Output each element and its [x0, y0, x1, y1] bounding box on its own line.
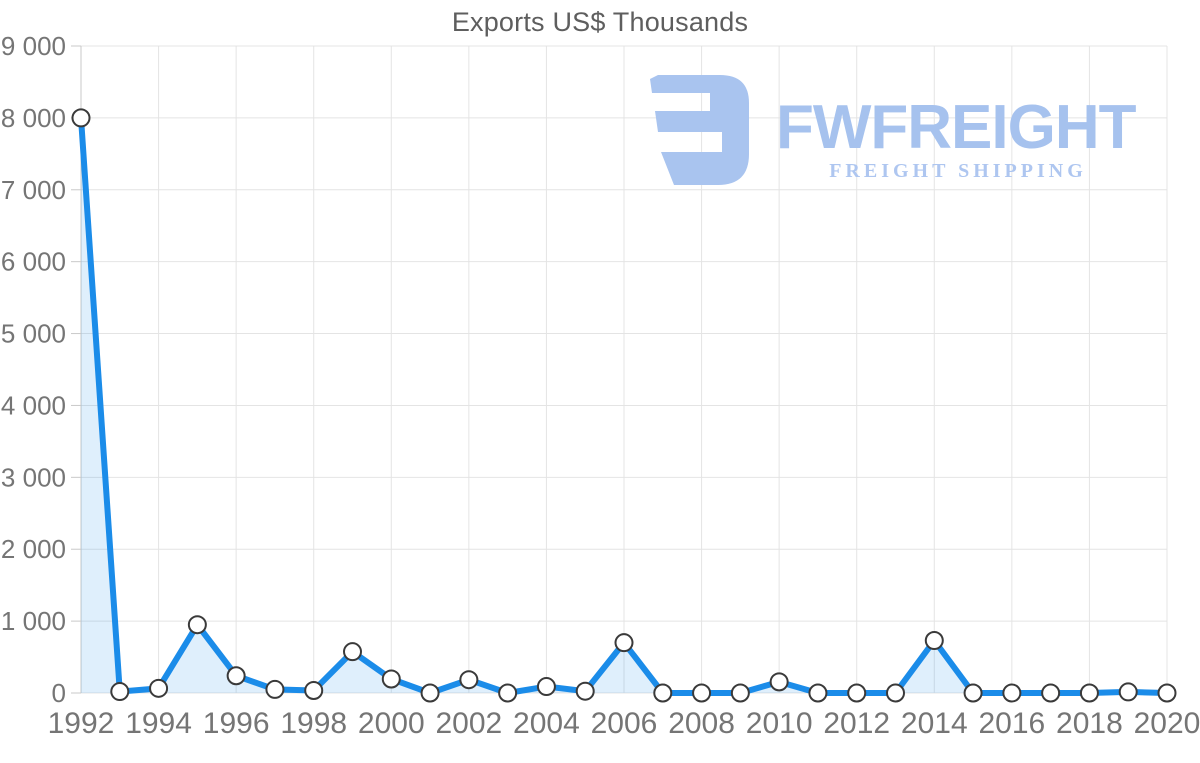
data-point-marker — [1157, 683, 1177, 703]
x-axis-label: 2002 — [435, 707, 502, 740]
x-axis-label: 2018 — [1056, 707, 1123, 740]
x-axis-label: 2008 — [668, 707, 735, 740]
chart-title: Exports US$ Thousands — [451, 7, 749, 37]
data-point-marker — [110, 682, 130, 702]
data-point-marker — [187, 615, 207, 635]
data-point-marker — [847, 683, 867, 703]
x-axis-label: 2004 — [513, 707, 580, 740]
x-axis-label: 2000 — [358, 707, 425, 740]
data-point-marker — [459, 670, 479, 690]
data-point-marker — [71, 108, 91, 128]
y-axis-label: 2 000 — [1, 534, 66, 564]
y-axis-label: 5 000 — [1, 319, 66, 349]
x-axis-label: 2014 — [901, 707, 968, 740]
data-point-marker — [730, 683, 750, 703]
data-point-marker — [886, 683, 905, 703]
data-point-marker — [304, 680, 324, 700]
x-axis-label: 1996 — [203, 707, 270, 740]
data-point-marker — [769, 672, 789, 692]
x-axis-label: 2012 — [823, 707, 890, 740]
data-point-marker — [1041, 683, 1061, 703]
x-axis-label: 2006 — [591, 707, 658, 740]
y-axis-label: 4 000 — [1, 390, 66, 420]
x-axis-label: 2010 — [746, 707, 813, 740]
y-axis-label: 7 000 — [1, 175, 66, 205]
x-axis-label: 2020 — [1134, 707, 1200, 740]
x-axis-label: 1992 — [48, 707, 115, 740]
y-axis-label: 3 000 — [1, 462, 66, 492]
data-point-marker — [149, 678, 169, 698]
data-point-marker — [924, 631, 944, 651]
data-point-marker — [692, 683, 712, 703]
data-point-marker — [498, 683, 518, 703]
data-point-marker — [420, 683, 440, 703]
data-point-marker — [226, 666, 246, 686]
data-point-marker — [1079, 683, 1099, 703]
x-axis-label: 1994 — [125, 707, 192, 740]
data-point-marker — [1002, 683, 1022, 703]
y-axis-label: 1 000 — [1, 606, 66, 636]
y-axis-label: 6 000 — [1, 247, 66, 277]
x-axis-label: 1998 — [280, 707, 347, 740]
data-point-marker — [1118, 682, 1138, 702]
y-axis-label: 8 000 — [1, 103, 66, 133]
data-point-marker — [614, 633, 634, 653]
data-point-marker — [575, 681, 595, 701]
data-point-marker — [653, 683, 673, 703]
x-axis-label: 2016 — [978, 707, 1045, 740]
data-point-marker — [536, 677, 556, 697]
data-point-marker — [808, 683, 828, 703]
y-axis-label: 9 000 — [1, 31, 66, 61]
data-point-marker — [381, 669, 401, 689]
data-point-marker — [963, 683, 983, 703]
data-point-marker — [343, 642, 362, 662]
data-point-marker — [265, 679, 285, 699]
y-axis-label: 0 — [52, 678, 66, 708]
